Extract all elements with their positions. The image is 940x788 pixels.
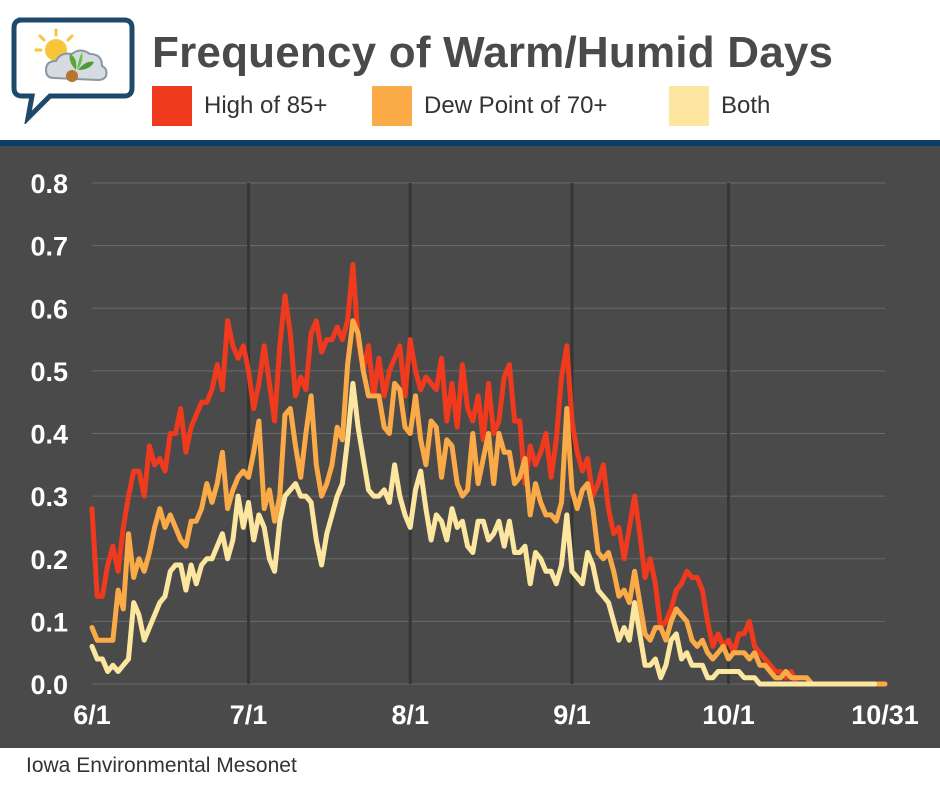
y-tick-label: 0.5 xyxy=(30,357,68,387)
source-credit: Iowa Environmental Mesonet xyxy=(26,754,297,777)
series-line-high-of-85 xyxy=(89,261,888,687)
x-tick-label: 9/1 xyxy=(553,700,591,730)
y-tick-label: 0.7 xyxy=(30,232,68,262)
x-tick-label: 6/1 xyxy=(73,700,111,730)
legend-item-dew-point-70: Dew Point of 70+ xyxy=(372,86,607,126)
iem-logo-icon xyxy=(11,17,135,124)
header-divider xyxy=(0,140,940,146)
legend-swatch-dew-point-70 xyxy=(372,86,412,126)
y-tick-label: 0.2 xyxy=(30,545,68,575)
x-tick-label: 7/1 xyxy=(230,700,268,730)
y-tick-label: 0.3 xyxy=(30,482,68,512)
series-line-dew-point-of-70 xyxy=(89,318,888,687)
legend-item-high-85: High of 85+ xyxy=(152,86,327,126)
chart-header: Frequency of Warm/Humid Days High of 85+… xyxy=(0,0,940,140)
legend-label-high-85: High of 85+ xyxy=(204,92,328,119)
y-tick-label: 0.1 xyxy=(30,607,68,637)
legend-swatch-both xyxy=(669,86,709,126)
line-chart: 0.0 0.1 0.2 0.3 0.4 0.5 0.6 0.7 0.8 6/1 7/1 8/1 9/1… xyxy=(30,169,919,730)
x-tick-label: 10/31 xyxy=(851,700,919,730)
legend-label-dew-point-70: Dew Point of 70+ xyxy=(424,92,608,119)
chart-title: Frequency of Warm/Humid Days xyxy=(152,28,834,77)
x-tick-label: 8/1 xyxy=(391,700,429,730)
y-tick-label: 0.0 xyxy=(30,670,68,700)
legend-item-both: Both xyxy=(669,86,770,126)
x-tick-label: 10/1 xyxy=(702,700,755,730)
legend: High of 85+ Dew Point of 70+ Both xyxy=(0,86,940,126)
y-tick-label: 0.6 xyxy=(30,294,68,324)
y-tick-label: 0.4 xyxy=(30,420,68,450)
series-line-both xyxy=(89,380,878,687)
legend-label-both: Both xyxy=(721,92,771,119)
legend-swatch-high-85 xyxy=(152,86,192,126)
y-tick-label: 0.8 xyxy=(30,169,68,199)
